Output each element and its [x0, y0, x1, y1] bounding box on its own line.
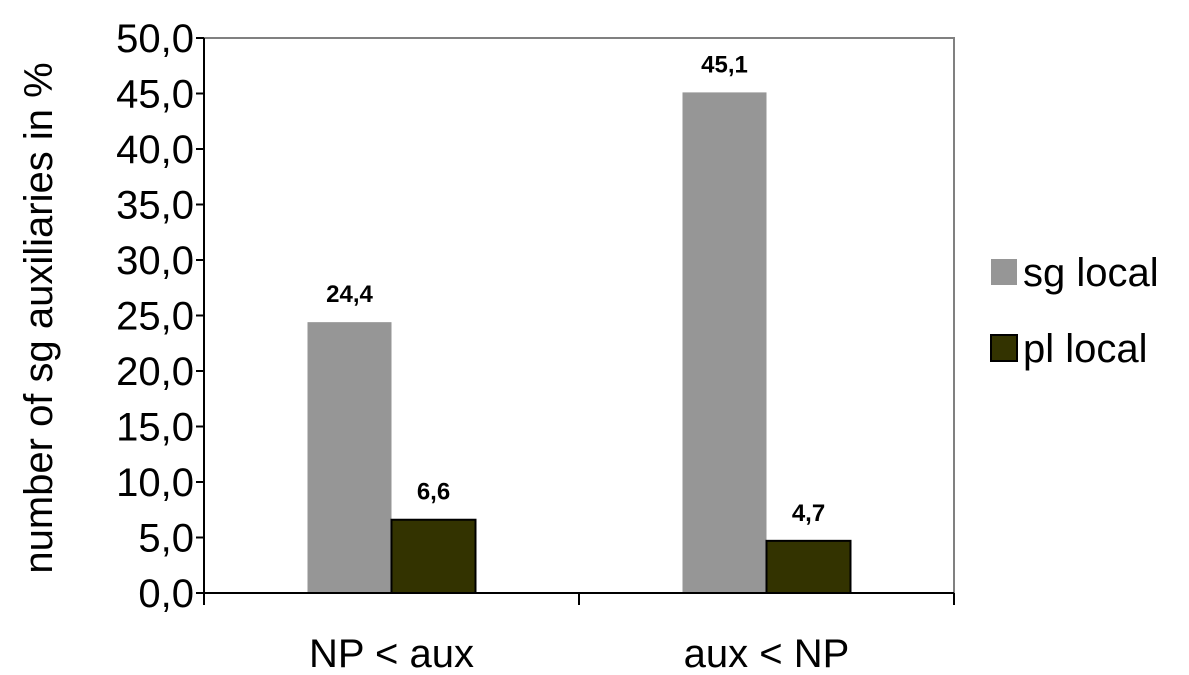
y-tick-label: 0,0 — [138, 572, 194, 616]
legend-label-sg-local: sg local — [1023, 251, 1159, 295]
bar-sg-local-1 — [682, 92, 767, 593]
x-tick-label: aux < NP — [684, 632, 850, 675]
y-tick-label: 50,0 — [116, 17, 194, 61]
y-tick-label: 40,0 — [116, 128, 194, 172]
y-axis-title: number of sg auxiliaries in % — [17, 62, 61, 573]
bar-pl-local-1 — [765, 539, 852, 595]
data-label: 4,7 — [792, 500, 825, 527]
legend-swatch-sg-local — [991, 259, 1017, 285]
y-tick-label: 5,0 — [138, 517, 194, 561]
y-tick-label: 30,0 — [116, 239, 194, 283]
data-label: 45,1 — [701, 51, 748, 78]
bar-sg-local-0 — [307, 322, 392, 593]
y-tick-label: 10,0 — [116, 461, 194, 505]
data-label: 6,6 — [417, 479, 450, 506]
y-tick-label: 45,0 — [116, 73, 194, 117]
y-tick-label: 20,0 — [116, 350, 194, 394]
legend-swatch-pl-local — [990, 334, 1018, 362]
x-tick-label: NP < aux — [309, 632, 474, 675]
data-label: 24,4 — [326, 281, 373, 308]
legend-label-pl-local: pl local — [1023, 327, 1148, 371]
y-tick-label: 35,0 — [116, 184, 194, 228]
y-tick-label: 15,0 — [116, 406, 194, 450]
bar-pl-local-0 — [390, 518, 477, 594]
y-tick-label: 25,0 — [116, 295, 194, 339]
